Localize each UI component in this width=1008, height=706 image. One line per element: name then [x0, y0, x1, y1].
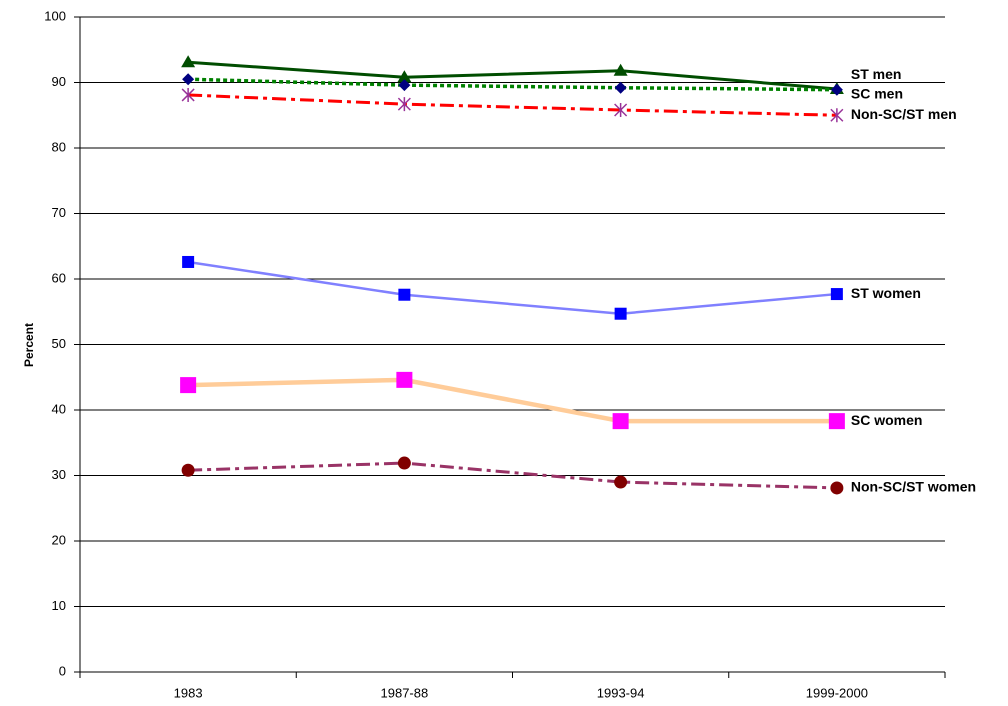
- series-line: [188, 377, 837, 424]
- series-line: [188, 461, 837, 490]
- x-tick-label: 1983: [174, 685, 203, 700]
- marker: [181, 55, 196, 68]
- marker: [397, 456, 411, 470]
- marker: [398, 288, 411, 301]
- y-tick-label: 30: [52, 467, 66, 482]
- marker: [614, 103, 628, 118]
- y-tick-label: 20: [52, 532, 66, 547]
- y-tick-label: 70: [52, 205, 66, 220]
- marker: [181, 463, 195, 477]
- series-line: [188, 93, 837, 117]
- marker: [830, 288, 843, 301]
- marker: [613, 63, 628, 76]
- marker: [182, 73, 195, 86]
- marker: [398, 79, 411, 92]
- marker: [830, 481, 844, 495]
- x-tick-label: 1987-88: [381, 685, 429, 700]
- marker: [614, 81, 627, 94]
- y-axis-label: Percent: [22, 323, 36, 367]
- series-line: [187, 260, 837, 315]
- series-line: [188, 60, 838, 91]
- marker: [397, 70, 412, 83]
- series-line: [188, 77, 837, 92]
- y-tick-label: 10: [52, 598, 66, 613]
- y-tick-label: 50: [52, 336, 66, 351]
- marker: [180, 377, 197, 394]
- series-label: Non-SC/ST men: [851, 106, 957, 122]
- series-label: SC men: [851, 85, 903, 101]
- x-tick-label: 1993-94: [597, 685, 645, 700]
- marker: [612, 413, 629, 430]
- marker: [181, 87, 195, 102]
- marker: [614, 307, 627, 320]
- series-label: ST women: [851, 285, 921, 301]
- marker: [828, 413, 845, 430]
- y-tick-label: 100: [44, 8, 66, 23]
- y-tick-label: 40: [52, 401, 66, 416]
- y-tick-label: 0: [59, 663, 66, 678]
- marker: [614, 475, 628, 489]
- marker: [830, 83, 843, 96]
- marker: [397, 97, 411, 112]
- y-tick-label: 80: [52, 139, 66, 154]
- y-tick-label: 90: [52, 74, 66, 89]
- marker: [182, 255, 195, 268]
- marker: [830, 108, 844, 123]
- marker: [396, 371, 413, 388]
- series-label: SC women: [851, 412, 923, 428]
- series-label: Non-SC/ST women: [851, 479, 976, 495]
- series-label: ST men: [851, 66, 902, 82]
- y-tick-label: 60: [52, 270, 66, 285]
- x-tick-label: 1999-2000: [806, 685, 868, 700]
